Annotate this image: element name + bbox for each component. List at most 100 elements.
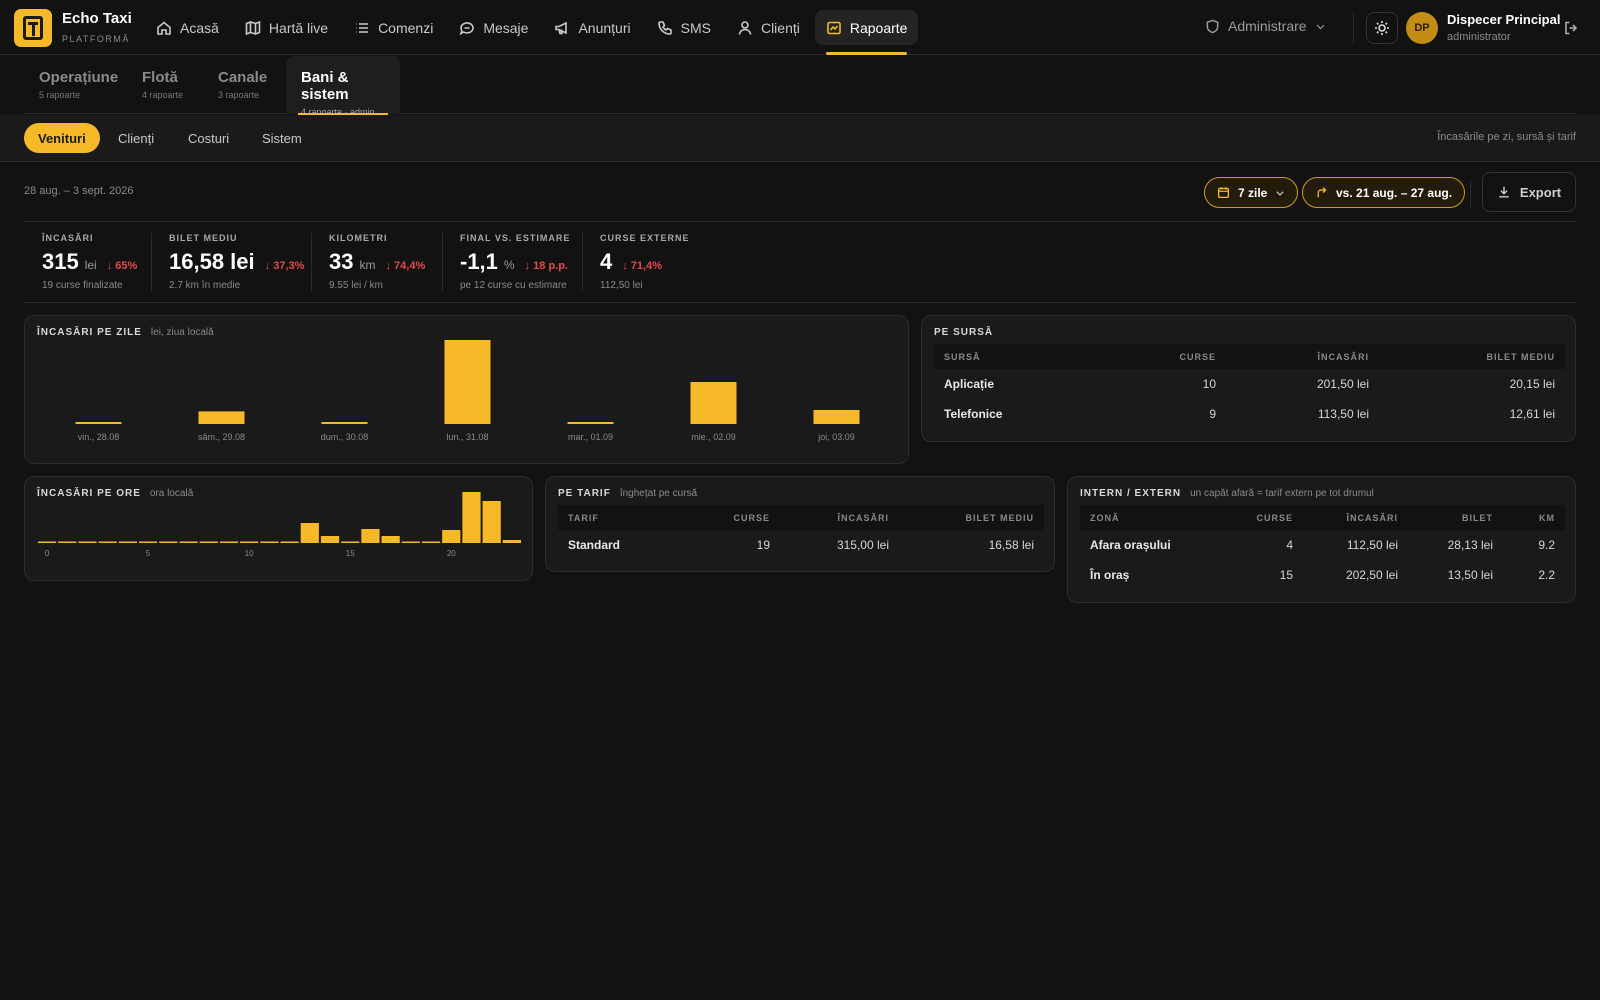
compare-select[interactable]: vs. 21 aug. – 27 aug.	[1302, 177, 1466, 208]
table-header-row: TARIF CURSE ÎNCASĂRI BILET MEDIU	[558, 505, 1044, 530]
card-title: ÎNCASĂRI PE ORE	[37, 488, 141, 499]
kpi-incasari: ÎNCASĂRI 315 lei ↓ 65% 19 curse finaliza…	[42, 233, 137, 291]
hourly-bar[interactable]	[199, 541, 218, 544]
daily-bar[interactable]	[321, 422, 368, 424]
hourly-bar[interactable]	[260, 541, 279, 544]
hourly-bar[interactable]	[300, 523, 319, 543]
kpi-value: 315	[42, 249, 79, 274]
logout-button[interactable]	[1563, 20, 1579, 36]
hourly-bar[interactable]	[280, 541, 299, 544]
daily-bar[interactable]	[690, 382, 737, 424]
tab-title: Canale	[218, 69, 268, 86]
daily-tick-label: mie., 02.09	[691, 432, 736, 442]
user-icon	[738, 20, 752, 35]
list-icon	[356, 22, 369, 33]
column-header: ÎNCASĂRI	[837, 512, 889, 523]
daily-bar[interactable]	[75, 422, 122, 424]
hourly-tick-label: 10	[245, 549, 254, 558]
calendar-icon	[1217, 187, 1230, 199]
hourly-tick-label: 0	[45, 549, 50, 558]
divider	[151, 233, 152, 291]
nav-item-harta-live[interactable]: Hartă live	[234, 10, 339, 45]
daily-bar[interactable]	[813, 410, 860, 424]
nav-item-rapoarte[interactable]: Rapoarte	[814, 10, 919, 55]
nav-label: SMS	[680, 19, 711, 36]
hourly-bar[interactable]	[139, 541, 158, 544]
hourly-bar[interactable]	[462, 492, 481, 543]
daily-bar[interactable]	[567, 422, 614, 424]
hourly-bar[interactable]	[421, 541, 441, 544]
avatar[interactable]: DP	[1406, 12, 1438, 44]
hourly-bar[interactable]	[179, 541, 198, 544]
daily-tick-label: joi, 03.09	[817, 432, 855, 442]
divider	[24, 221, 1576, 222]
nav-label: Clienți	[760, 19, 800, 36]
hourly-bar[interactable]	[118, 541, 138, 544]
chat-icon	[460, 21, 475, 35]
column-header: CURSE	[1256, 512, 1293, 523]
tab-canale[interactable]: Canale 3 rapoarte	[203, 56, 282, 114]
hourly-bar[interactable]	[78, 541, 97, 544]
report-description: Încasările pe zi, sursă și tarif	[1437, 131, 1576, 143]
tab-bani-sistem[interactable]: Bani & sistem 4 rapoarte · admin	[286, 56, 400, 117]
hourly-bar[interactable]	[502, 540, 521, 543]
table-cell: 16,58 lei	[988, 538, 1034, 552]
nav-label: Mesaje	[483, 19, 529, 36]
hourly-bar[interactable]	[442, 530, 461, 543]
table-row: Standard 19 315,00 lei 16,58 lei	[558, 530, 1044, 560]
compare-arrow-icon	[1317, 187, 1327, 198]
table-cell: 9	[1209, 407, 1216, 421]
hourly-bar[interactable]	[58, 541, 77, 544]
megaphone-icon	[555, 21, 568, 34]
kpi-value: -1,1	[460, 249, 498, 274]
hourly-tick-label: 5	[146, 549, 151, 558]
hourly-bar[interactable]	[98, 541, 117, 544]
subtab-sistem[interactable]: Sistem	[262, 130, 302, 146]
subtab-clienti[interactable]: Clienți	[118, 130, 155, 146]
chevron-down-icon	[1276, 190, 1284, 196]
hourly-bar[interactable]	[320, 536, 340, 543]
daily-bar[interactable]	[444, 340, 491, 424]
subtab-costuri[interactable]: Costuri	[188, 130, 230, 146]
hourly-bar[interactable]	[240, 541, 259, 544]
column-header: CURSE	[1179, 351, 1216, 362]
nav-label: Hartă live	[268, 19, 329, 36]
subtab-venituri[interactable]: Venituri	[24, 123, 100, 153]
nav-item-comenzi[interactable]: Comenzi	[343, 10, 444, 45]
admin-menu[interactable]: Administrare	[1205, 18, 1326, 34]
export-button[interactable]: Export	[1482, 172, 1576, 212]
export-label: Export	[1519, 184, 1562, 200]
nav-item-clienti[interactable]: Clienți	[726, 10, 811, 45]
theme-toggle-button[interactable]	[1366, 12, 1398, 44]
hourly-bar[interactable]	[381, 536, 400, 543]
hourly-bar[interactable]	[159, 541, 178, 544]
nav-item-anunturi[interactable]: Anunțuri	[543, 10, 641, 45]
kpi-note: 19 curse finalizate	[42, 280, 123, 291]
hourly-bar[interactable]	[482, 501, 501, 543]
hourly-bar[interactable]	[219, 541, 239, 544]
kpi-final-vs-estimare: FINAL VS. ESTIMARE -1,1 % ↓ 18 p.p. pe 1…	[460, 233, 570, 291]
tab-operatiune[interactable]: Operațiune 5 rapoarte	[24, 56, 133, 114]
download-icon	[1499, 186, 1509, 198]
kpi-delta: ↓ 65%	[106, 260, 138, 272]
nav-label: Rapoarte	[849, 19, 908, 36]
column-header: SURSĂ	[944, 351, 981, 362]
taxi-logo-icon[interactable]	[14, 9, 52, 47]
tab-flota[interactable]: Flotă 4 rapoarte	[127, 56, 198, 114]
period-select[interactable]: 7 zile	[1204, 177, 1299, 208]
nav-item-acasa[interactable]: Acasă	[145, 10, 230, 45]
daily-tick-label: lun., 31.08	[446, 432, 488, 442]
top-bar: Echo Taxi PLATFORMĂ Acasă Hartă live Com…	[0, 0, 1600, 55]
table-cell: 113,50 lei	[1317, 407, 1369, 421]
nav-item-sms[interactable]: SMS	[646, 10, 722, 45]
hourly-bar[interactable]	[341, 541, 360, 544]
table-header-row: SURSĂ CURSE ÎNCASĂRI BILET MEDIU	[934, 344, 1565, 369]
nav-label: Comenzi	[378, 19, 434, 36]
divider	[1470, 180, 1471, 208]
nav-item-mesaje[interactable]: Mesaje	[448, 10, 539, 45]
hourly-bar[interactable]	[38, 541, 57, 544]
nav-label: Acasă	[180, 19, 219, 36]
daily-bar[interactable]	[198, 411, 245, 424]
hourly-bar[interactable]	[401, 541, 420, 544]
hourly-bar[interactable]	[361, 529, 380, 543]
